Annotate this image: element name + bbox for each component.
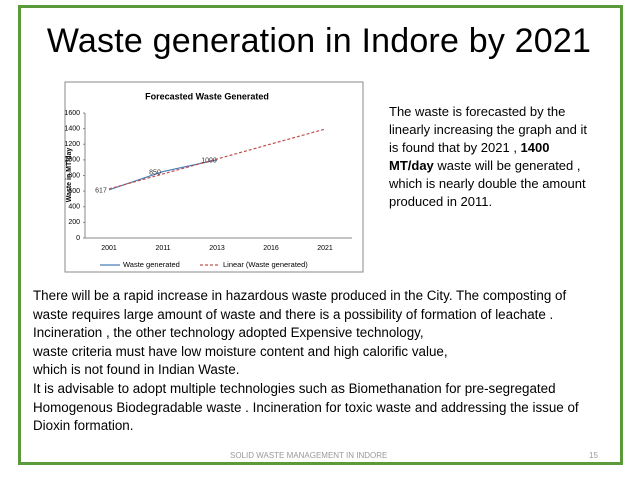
x-tick-label: 2021 bbox=[317, 245, 333, 252]
body-line: which is not found in Indian Waste. bbox=[33, 362, 240, 378]
body-line: It is advisable to adopt multiple techno… bbox=[33, 380, 556, 396]
y-tick-label: 1000 bbox=[64, 157, 80, 164]
series-line bbox=[108, 128, 326, 190]
chart-title: Forecasted Waste Generated bbox=[145, 91, 269, 101]
y-tick-label: 1400 bbox=[64, 125, 80, 132]
body-text: There will be a rapid increase in hazard… bbox=[33, 287, 613, 436]
body-line: waste requires large amount of waste and… bbox=[33, 306, 554, 322]
footer: SOLID WASTE MANAGEMENT IN INDORE bbox=[230, 451, 388, 460]
x-tick-label: 2016 bbox=[263, 245, 279, 252]
body-line: Dioxin formation. bbox=[33, 418, 134, 434]
y-tick-label: 0 bbox=[76, 235, 80, 242]
body-line: There will be a rapid increase in hazard… bbox=[33, 288, 567, 303]
side-text-part: The waste is forecasted by the linearly … bbox=[389, 104, 588, 155]
x-tick-label: 2013 bbox=[209, 245, 225, 252]
y-tick-label: 600 bbox=[68, 188, 80, 195]
series-line bbox=[108, 159, 218, 191]
y-tick-label: 800 bbox=[68, 172, 80, 179]
body-line: Incineration , the other technology adop… bbox=[33, 325, 424, 341]
slide-frame bbox=[18, 5, 623, 465]
legend-label: Waste generated bbox=[123, 260, 180, 269]
chart-box bbox=[64, 81, 364, 273]
y-tick-label: 400 bbox=[68, 204, 80, 211]
legend-label: Linear (Waste generated) bbox=[223, 260, 308, 269]
x-tick-label: 2001 bbox=[101, 245, 117, 252]
data-label: 1000 bbox=[201, 158, 217, 165]
y-tick-label: 1200 bbox=[64, 141, 80, 148]
body-line: Homogenous Biodegradable waste . Inciner… bbox=[33, 399, 579, 415]
side-text-bold: 1400 MT/day bbox=[389, 140, 550, 173]
y-tick-label: 1600 bbox=[64, 110, 80, 117]
side-text-part: waste will be generated , which is nearl… bbox=[389, 158, 586, 209]
side-text: The waste is forecasted by the linearly … bbox=[389, 103, 589, 211]
x-tick-label: 2011 bbox=[155, 245, 170, 252]
slide-title: Waste generation in Indore by 2021 bbox=[46, 22, 592, 60]
y-tick-label: 200 bbox=[68, 219, 80, 226]
body-line: waste criteria must have low moisture co… bbox=[33, 343, 448, 359]
page-number: 15 bbox=[589, 451, 598, 460]
data-label: 617 bbox=[95, 188, 107, 195]
y-axis-label: Waste in MT/day bbox=[66, 148, 73, 203]
data-label: 850 bbox=[149, 169, 161, 176]
